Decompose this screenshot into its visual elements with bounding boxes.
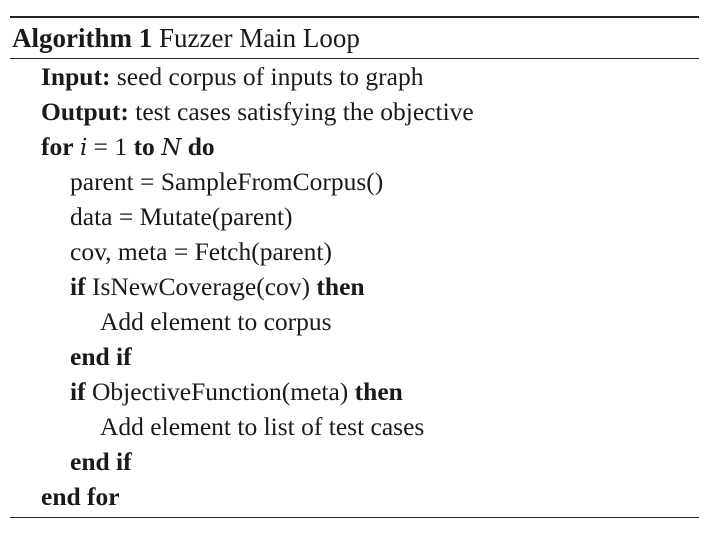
input-keyword: Input: <box>41 62 110 91</box>
cov-line: cov, meta = Fetch(parent) <box>10 234 699 269</box>
add-tests-statement: Add element to list of test cases <box>100 412 424 441</box>
then-keyword: then <box>316 272 364 301</box>
end-if-line: end if <box>10 444 699 479</box>
data-line: data = Mutate(parent) <box>10 199 699 234</box>
end-for-keyword: end for <box>41 482 120 511</box>
parent-line: parent = SampleFromCorpus() <box>10 164 699 199</box>
for-line: for i = 1 to N do <box>10 129 699 164</box>
output-keyword: Output: <box>41 97 129 126</box>
add-corpus-line: Add element to corpus <box>10 304 699 339</box>
loop-bound: N <box>161 135 181 161</box>
if-coverage-condition: IsNewCoverage(cov) <box>92 272 310 301</box>
algorithm-caption: Algorithm 1 Fuzzer Main Loop <box>10 18 699 58</box>
do-keyword: do <box>188 132 215 161</box>
output-line: Output: test cases satisfying the object… <box>10 94 699 129</box>
end-if-keyword: end if <box>70 342 132 371</box>
then-keyword: then <box>355 377 403 406</box>
algorithm-title: Fuzzer Main Loop <box>159 23 360 53</box>
for-keyword: for <box>41 132 74 161</box>
algorithm-body: Input: seed corpus of inputs to graph Ou… <box>10 59 699 517</box>
end-if-line: end if <box>10 339 699 374</box>
algorithm-label: Algorithm 1 <box>12 23 152 53</box>
parent-statement: parent = SampleFromCorpus() <box>70 167 383 196</box>
output-text: test cases satisfying the objective <box>135 97 474 126</box>
loop-start: = 1 <box>87 132 133 161</box>
if-objective-line: if ObjectiveFunction(meta) then <box>10 374 699 409</box>
to-keyword: to <box>134 132 155 161</box>
algorithm-block: Algorithm 1 Fuzzer Main Loop Input: seed… <box>10 16 699 518</box>
end-for-line: end for <box>10 479 699 514</box>
cov-statement: cov, meta = Fetch(parent) <box>70 237 332 266</box>
if-keyword: if <box>70 272 86 301</box>
input-line: Input: seed corpus of inputs to graph <box>10 59 699 94</box>
bottom-rule <box>10 517 699 518</box>
if-objective-condition: ObjectiveFunction(meta) <box>92 377 348 406</box>
if-keyword: if <box>70 377 86 406</box>
input-text: seed corpus of inputs to graph <box>117 62 424 91</box>
if-coverage-line: if IsNewCoverage(cov) then <box>10 269 699 304</box>
data-statement: data = Mutate(parent) <box>70 202 293 231</box>
add-tests-line: Add element to list of test cases <box>10 409 699 444</box>
end-if-keyword: end if <box>70 447 132 476</box>
add-corpus-statement: Add element to corpus <box>100 307 332 336</box>
